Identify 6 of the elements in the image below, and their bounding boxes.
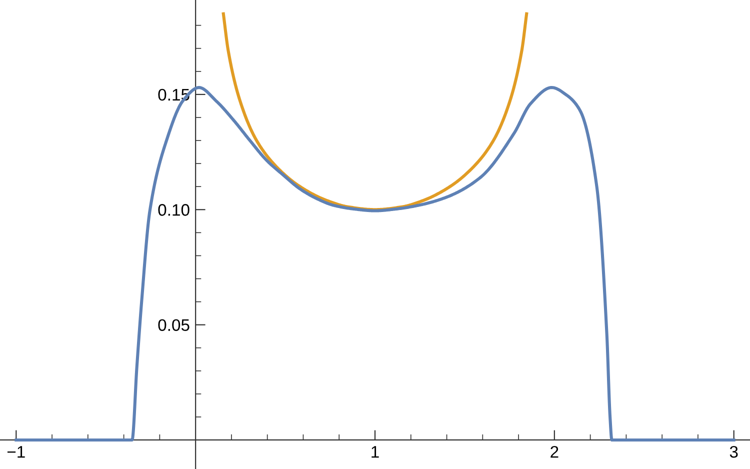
- y-tick-label: 0.05: [158, 319, 190, 331]
- x-tick-label: −1: [7, 446, 25, 458]
- y-tick-label: 0.10: [158, 204, 190, 216]
- x-tick-label: 3: [730, 446, 738, 458]
- x-tick-label: 1: [372, 446, 379, 458]
- x-tick-label: 2: [550, 446, 558, 458]
